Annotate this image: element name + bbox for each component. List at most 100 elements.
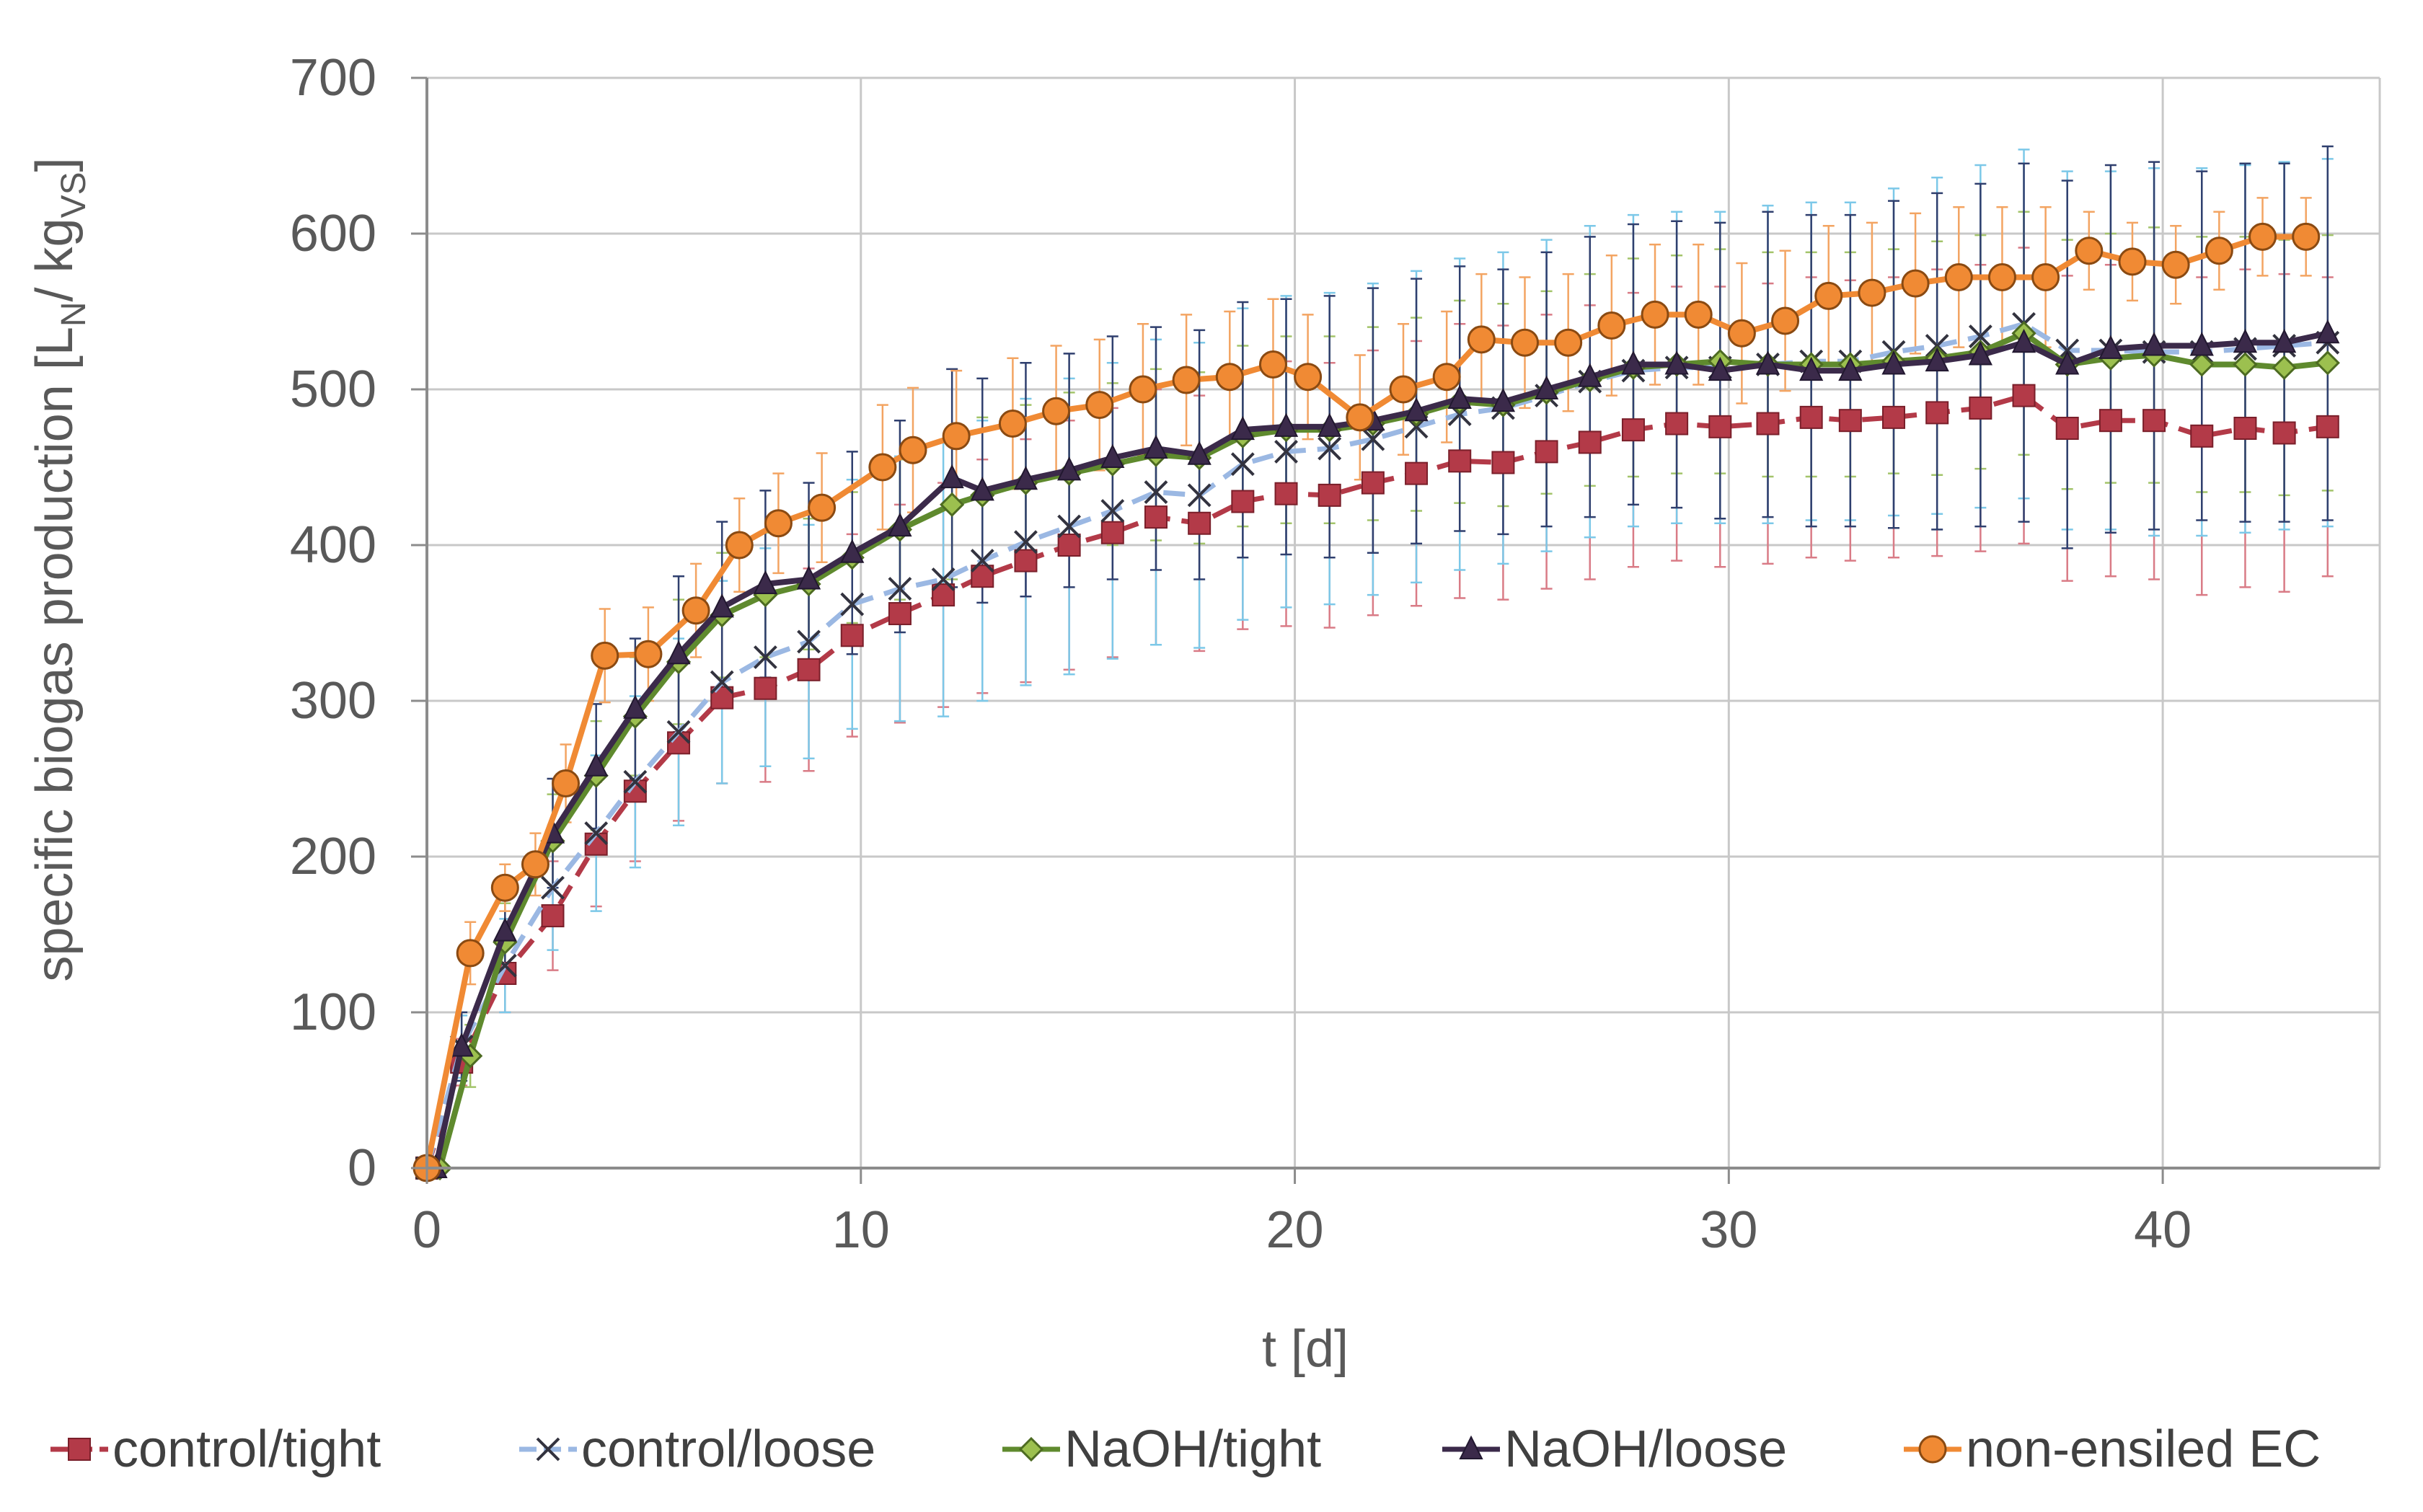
data-point-naoh-loose <box>1925 347 1949 372</box>
data-point-naoh-loose <box>1447 384 1472 409</box>
data-point-naoh-loose <box>1708 356 1732 381</box>
data-point-naoh-loose <box>1404 397 1429 422</box>
data-point-non-ensiled-ec <box>725 531 754 560</box>
data-point-control-tight <box>2316 415 2339 438</box>
legend-item-control-loose: control/loose <box>519 1420 875 1478</box>
data-point-non-ensiled-ec <box>2204 236 2233 265</box>
data-point-control-tight <box>1188 511 1212 535</box>
y-tick-label: 300 <box>290 672 376 730</box>
data-point-control-loose <box>584 821 609 846</box>
data-point-naoh-loose <box>493 917 517 942</box>
series-line-naoh-loose <box>433 330 2329 1169</box>
x-tick-label: 30 <box>1700 1201 1757 1259</box>
data-point-naoh-loose <box>666 640 691 665</box>
data-point-control-loose <box>970 549 994 573</box>
data-point-control-loose <box>666 720 691 744</box>
data-point-naoh-loose <box>1621 350 1646 375</box>
y-tick-label: 600 <box>290 205 376 262</box>
data-point-control-tight <box>1100 521 1124 544</box>
data-point-control-tight <box>1838 409 1862 433</box>
data-point-naoh-loose <box>1881 350 1906 375</box>
data-point-non-ensiled-ec <box>1944 262 1973 291</box>
series-layer <box>412 222 2340 1182</box>
data-point-non-ensiled-ec <box>2075 236 2104 265</box>
data-point-non-ensiled-ec <box>1554 328 1583 357</box>
data-point-control-loose <box>1100 499 1125 523</box>
data-point-control-tight <box>2055 417 2079 440</box>
data-point-control-loose <box>1318 436 1342 461</box>
data-point-non-ensiled-ec <box>1771 306 1800 335</box>
data-point-control-tight <box>1969 396 1992 420</box>
y-tick-label: 0 <box>348 1139 376 1197</box>
data-point-naoh-loose <box>796 565 821 590</box>
data-point-non-ensiled-ec <box>490 873 519 902</box>
data-point-control-tight <box>1708 415 1732 438</box>
data-point-non-ensiled-ec <box>764 509 793 538</box>
data-point-non-ensiled-ec <box>1814 281 1843 310</box>
data-point-naoh-loose <box>753 570 778 594</box>
data-point-control-loose <box>710 670 734 694</box>
x-tick-label: 20 <box>1266 1201 1324 1259</box>
data-point-control-loose <box>623 769 648 794</box>
data-point-non-ensiled-ec <box>1346 403 1374 432</box>
data-point-naoh-loose <box>1799 356 1824 381</box>
data-point-control-tight <box>1274 482 1298 505</box>
legend-item-control-tight: control/tight <box>50 1420 381 1478</box>
legend: control/tight control/loose NaOH/tight NaOH… <box>50 1420 2321 1478</box>
data-point-naoh-tight <box>940 492 965 517</box>
data-point-naoh-loose <box>1664 350 1689 375</box>
data-point-control-loose <box>1057 514 1082 539</box>
data-point-non-ensiled-ec <box>681 596 710 625</box>
data-point-non-ensiled-ec <box>868 453 897 482</box>
y-tick-label: 500 <box>290 361 376 418</box>
data-point-non-ensiled-ec <box>634 640 663 668</box>
data-point-control-tight <box>1057 534 1081 557</box>
data-point-non-ensiled-ec <box>1129 375 1157 404</box>
data-point-control-loose <box>1014 530 1038 554</box>
data-point-naoh-loose <box>1755 350 1780 375</box>
data-point-naoh-loose <box>1274 412 1299 437</box>
series-line-control-loose <box>424 321 2329 1169</box>
data-point-control-loose <box>1144 480 1168 504</box>
legend-marker-control-tight <box>68 1438 91 1461</box>
data-point-non-ensiled-ec <box>2161 250 2190 279</box>
data-point-naoh-loose <box>1534 375 1559 399</box>
data-point-non-ensiled-ec <box>1641 300 1669 329</box>
legend-label: NaOH/loose <box>1504 1420 1787 1478</box>
data-point-naoh-loose <box>1968 341 1992 366</box>
data-point-naoh-loose <box>840 539 865 563</box>
y-tick-label: 100 <box>290 983 376 1041</box>
data-point-control-tight <box>754 676 777 700</box>
y-tick-label: 400 <box>290 516 376 574</box>
data-point-naoh-loose <box>2233 328 2258 353</box>
data-point-naoh-loose <box>1318 412 1342 437</box>
data-point-non-ensiled-ec <box>2248 222 2277 251</box>
legend-marker-naoh-loose <box>1459 1435 1483 1459</box>
data-point-control-loose <box>1187 483 1212 508</box>
data-point-non-ensiled-ec <box>998 410 1027 438</box>
data-point-control-tight <box>2142 409 2166 433</box>
data-point-non-ensiled-ec <box>1258 350 1287 379</box>
data-point-control-tight <box>888 602 912 626</box>
data-point-control-tight <box>2098 409 2122 433</box>
data-point-naoh-loose <box>1144 434 1168 459</box>
data-point-control-loose <box>888 577 912 601</box>
legend-marker-naoh-tight <box>1018 1436 1044 1462</box>
data-point-control-loose <box>931 567 955 591</box>
data-point-non-ensiled-ec <box>1467 325 1496 354</box>
data-point-naoh-loose <box>2272 328 2297 353</box>
data-point-naoh-loose <box>1230 415 1255 441</box>
data-point-control-loose <box>1274 439 1298 464</box>
legend-label: control/tight <box>112 1420 381 1478</box>
data-point-control-tight <box>1535 440 1558 464</box>
data-point-non-ensiled-ec <box>1510 328 1539 357</box>
data-point-naoh-tight <box>2272 355 2297 380</box>
data-point-control-tight <box>1361 471 1385 495</box>
x-axis-label: t [d] <box>1262 1320 1349 1378</box>
data-point-control-tight <box>1799 405 1823 429</box>
legend-marker-non-ensiled-ec <box>1918 1435 1947 1464</box>
x-tick-label: 10 <box>832 1201 890 1259</box>
data-point-naoh-tight <box>2189 352 2215 377</box>
data-point-control-tight <box>1014 549 1038 572</box>
